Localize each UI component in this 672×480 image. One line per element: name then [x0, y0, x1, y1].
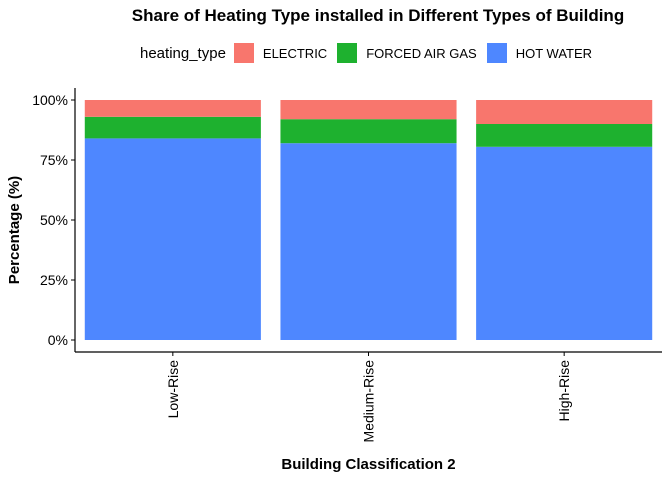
legend-item-electric: ELECTRIC [233, 43, 328, 63]
bar-medium-rise-electric [280, 100, 457, 120]
bar-low-rise-forced-air-gas [84, 116, 261, 139]
y-tick-label: 50% [40, 212, 68, 228]
bar-high-rise-forced-air-gas [476, 124, 653, 147]
chart-title: Share of Heating Type installed in Diffe… [131, 6, 625, 25]
bar-high-rise-electric [476, 100, 653, 124]
bar-medium-rise-forced-air-gas [280, 119, 457, 144]
y-tick-label: 100% [32, 92, 68, 108]
legend-item-hot-water: HOT WATER [486, 43, 593, 63]
legend-label-forced-air-gas: FORCED AIR GAS [366, 45, 477, 61]
legend-swatch-forced-air-gas [337, 43, 358, 63]
bar-medium-rise-hot-water [280, 143, 457, 340]
x-axis-title: Building Classification 2 [281, 456, 455, 473]
bar-high-rise-hot-water [476, 146, 653, 340]
x-tick-label-high-rise: High-Rise [556, 360, 572, 422]
legend-swatch-hot-water [486, 43, 507, 63]
bar-low-rise-electric [84, 100, 261, 117]
y-axis-title: Percentage (%) [6, 176, 23, 284]
y-tick-label: 0% [48, 332, 68, 348]
legend: heating_type ELECTRIC FORCED AIR GAS HOT… [140, 41, 602, 65]
legend-label-electric: ELECTRIC [262, 45, 328, 61]
legend-title: heating_type [140, 44, 226, 62]
y-tick-label: 75% [40, 152, 68, 168]
legend-swatch-electric [233, 43, 254, 63]
x-tick-label-low-rise: Low-Rise [165, 360, 181, 419]
bar-low-rise-hot-water [84, 138, 261, 340]
y-tick-label: 25% [40, 272, 68, 288]
legend-item-forced-air-gas: FORCED AIR GAS [337, 43, 477, 63]
x-tick-label-medium-rise: Medium-Rise [361, 360, 377, 443]
legend-label-hot-water: HOT WATER [515, 45, 593, 61]
